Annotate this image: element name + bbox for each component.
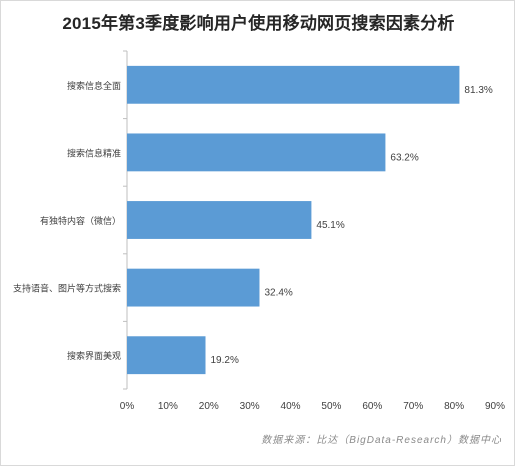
chart-title: 2015年第3季度影响用户使用移动网页搜索因素分析 bbox=[62, 14, 455, 33]
source-note: 数据来源：比达（BigData-Research）数据中心 bbox=[261, 435, 502, 446]
bar bbox=[127, 65, 460, 104]
x-tick-label: 20% bbox=[199, 401, 219, 412]
value-label: 45.1% bbox=[316, 220, 344, 231]
value-label: 63.2% bbox=[390, 152, 418, 163]
value-label: 32.4% bbox=[264, 288, 292, 299]
x-tick-label: 60% bbox=[362, 401, 382, 412]
value-label: 19.2% bbox=[211, 355, 239, 366]
x-tick-label: 0% bbox=[120, 401, 135, 412]
category-label: 有独特内容（微信） bbox=[40, 215, 121, 227]
bar bbox=[127, 336, 206, 375]
category-label: 搜索信息全面 bbox=[67, 80, 121, 92]
x-tick-label: 30% bbox=[240, 401, 260, 412]
x-tick-label: 50% bbox=[321, 401, 341, 412]
bar bbox=[127, 133, 386, 172]
category-label: 搜索界面美观 bbox=[67, 350, 121, 362]
x-tick-label: 40% bbox=[281, 401, 301, 412]
category-label: 搜索信息精准 bbox=[67, 147, 121, 159]
value-label: 81.3% bbox=[464, 85, 492, 96]
bar bbox=[127, 201, 312, 239]
x-tick-label: 10% bbox=[158, 401, 178, 412]
bar bbox=[127, 268, 260, 307]
x-tick-label: 70% bbox=[403, 401, 423, 412]
category-label: 支持语音、图片等方式搜索 bbox=[13, 283, 121, 295]
x-tick-label: 80% bbox=[444, 401, 464, 412]
x-tick-label: 90% bbox=[485, 401, 505, 412]
